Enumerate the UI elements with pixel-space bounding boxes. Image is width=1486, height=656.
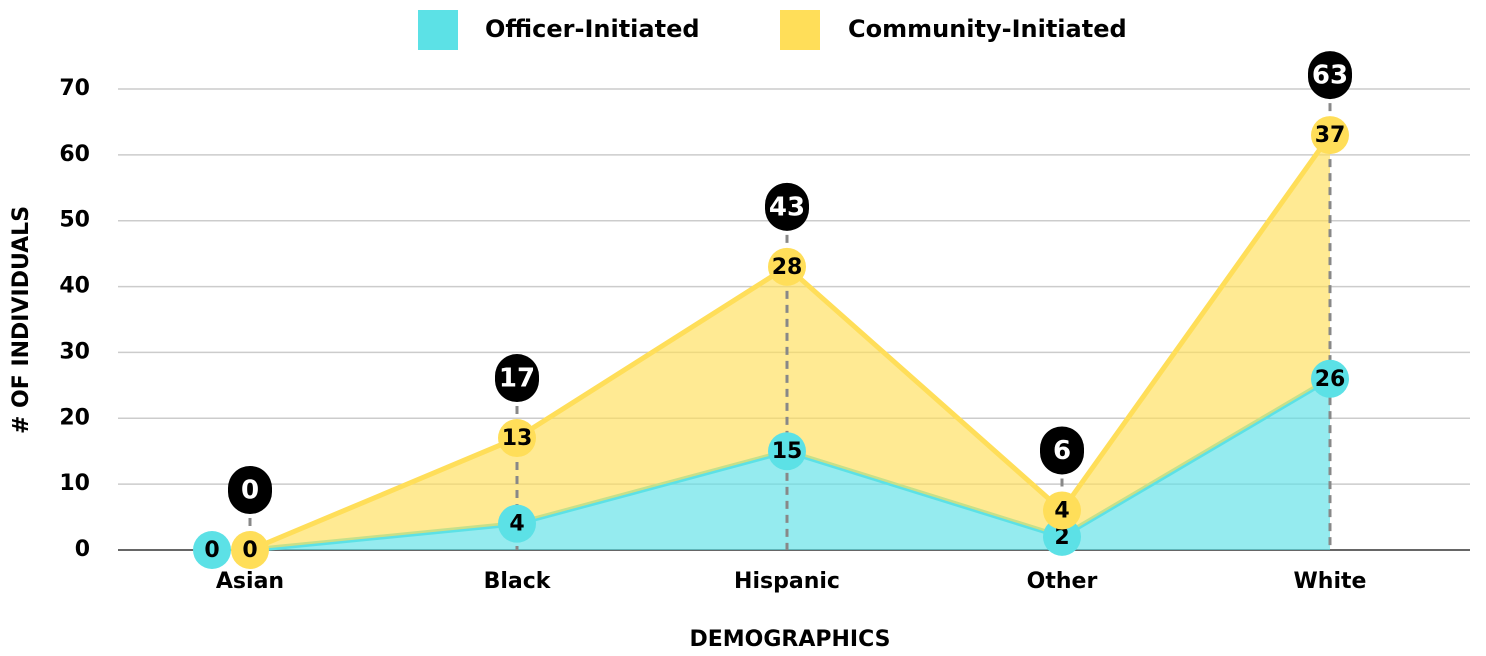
value-marker (1311, 359, 1349, 398)
total-badge (495, 354, 539, 403)
value-label: 4 (1054, 498, 1069, 523)
x-tick-label: Other (1027, 569, 1098, 594)
value-marker (1043, 517, 1081, 556)
x-tick-label: White (1294, 569, 1367, 594)
value-label: 4 (509, 512, 524, 537)
total-badge (228, 466, 272, 514)
y-tick-label: 60 (59, 142, 90, 167)
legend-label: Officer-Initiated (485, 15, 700, 43)
legend-swatch (780, 10, 820, 50)
legend-swatch (418, 10, 458, 50)
total-label: 6 (1053, 436, 1071, 466)
legend-label: Community-Initiated (848, 15, 1127, 43)
value-label: 2 (1054, 525, 1069, 550)
value-marker (498, 504, 536, 543)
value-marker (1043, 491, 1081, 530)
value-label: 13 (502, 426, 533, 451)
total-label: 43 (769, 192, 805, 222)
x-tick-label: Asian (216, 569, 284, 594)
y-tick-label: 0 (75, 537, 90, 562)
y-tick-label: 40 (59, 274, 90, 299)
value-label: 0 (204, 538, 219, 563)
value-marker (498, 419, 536, 458)
total-badge (1308, 51, 1352, 100)
total-label: 63 (1312, 61, 1348, 91)
total-label: 17 (499, 364, 535, 394)
x-tick-label: Black (484, 569, 552, 594)
value-marker (1311, 116, 1349, 155)
value-label: 28 (772, 255, 803, 280)
y-axis-label: # OF INDIVIDUALS (9, 206, 34, 434)
x-axis-label: DEMOGRAPHICS (689, 627, 890, 652)
value-marker (193, 531, 231, 569)
value-label: 15 (772, 439, 803, 464)
total-badge (1040, 426, 1084, 475)
value-label: 37 (1315, 123, 1346, 148)
total-badge (765, 182, 809, 231)
value-label: 0 (242, 538, 257, 563)
total-label: 0 (241, 476, 259, 506)
x-tick-label: Hispanic (734, 569, 840, 594)
value-marker (231, 531, 269, 569)
value-label: 26 (1315, 367, 1346, 392)
y-tick-label: 50 (59, 208, 90, 233)
y-tick-label: 10 (59, 471, 90, 496)
y-tick-label: 30 (59, 339, 90, 364)
y-tick-label: 20 (59, 405, 90, 430)
value-marker (768, 432, 806, 471)
y-tick-label: 70 (59, 76, 90, 101)
value-marker (768, 247, 806, 286)
